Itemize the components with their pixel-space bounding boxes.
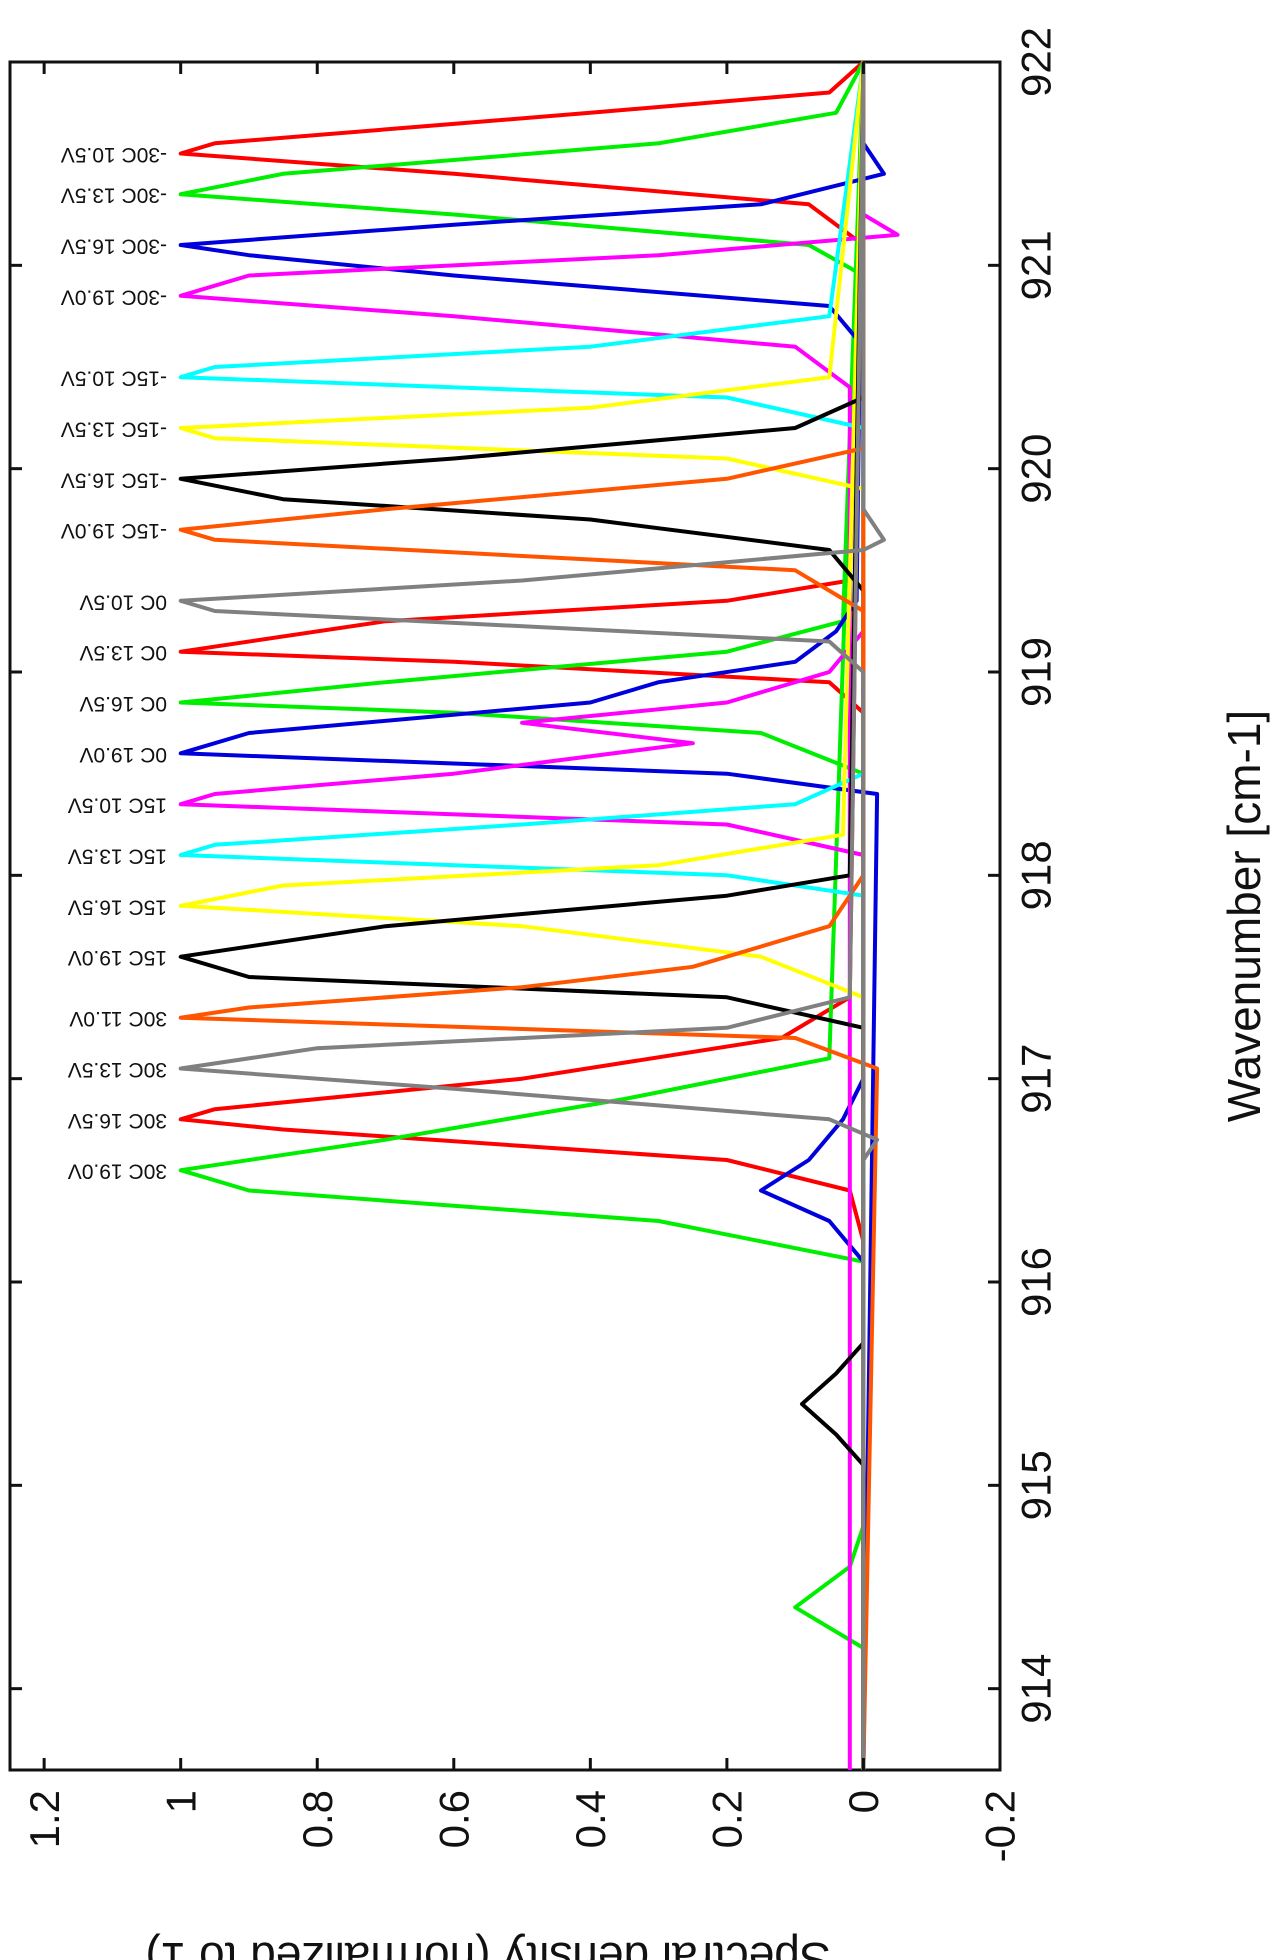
- y-tick-label-6: 1: [157, 1790, 204, 1813]
- x-tick-label-920: 920: [1013, 434, 1060, 504]
- peak-label-12: 0C 10.5V: [79, 590, 167, 613]
- peak-label-7: 15C 13.5V: [68, 844, 167, 867]
- peak-label-6: 15C 16.5V: [68, 895, 167, 918]
- series-line-15-yellow: [178, 61, 866, 1770]
- y-tick-label-2: 0.2: [704, 1790, 751, 1848]
- y-tick-label-3: 0.4: [567, 1790, 614, 1848]
- x-tick-label-917: 917: [1013, 1044, 1060, 1114]
- peak-label-4: 30C 11.0V: [69, 1007, 167, 1030]
- series-line-11-magenta: [178, 62, 900, 1770]
- series-line-10-magenta: [178, 62, 866, 1770]
- peak-label-15: -15C 13.5V: [61, 417, 167, 440]
- x-tick-label-922: 922: [1013, 27, 1060, 97]
- series-line-7-blue: [759, 62, 866, 1770]
- x-tick-label-914: 914: [1013, 1654, 1060, 1724]
- peak-label-16: -15C 10.5V: [61, 367, 167, 390]
- peak-label-layer: 30C 19.0V 30C 16.5V 30C 13.5V 30C 11.0V 15C …: [61, 143, 167, 1183]
- y-axis-title: Spectral density (normalized to 1): [145, 1933, 830, 1960]
- x-tick-label-915: 915: [1013, 1450, 1060, 1520]
- peak-label-2: 30C 16.5V: [68, 1109, 167, 1132]
- x-tick-layer: 914 915 916 917 918 919 920 921 922: [10, 27, 1060, 1724]
- series-line-14-yellow: [178, 61, 866, 1770]
- peak-label-14: -15C 16.5V: [61, 468, 167, 491]
- y-tick-label-0: -0.2: [977, 1790, 1024, 1862]
- series-layer: [178, 60, 900, 1771]
- series-line-8-blue: [178, 61, 880, 1771]
- series-line-6-green: [178, 61, 866, 1770]
- peak-label-19: -30C 13.5V: [61, 184, 167, 207]
- series-line-4-green: [178, 61, 866, 1770]
- peak-label-17: -30C 19.0V: [61, 285, 167, 308]
- peak-label-13: -15C 19.0V: [61, 519, 167, 542]
- x-tick-label-916: 916: [1013, 1247, 1060, 1317]
- peak-label-3: 30C 13.5V: [68, 1058, 167, 1081]
- series-line-19-orange: [178, 62, 866, 1770]
- x-tick-label-918: 918: [1013, 840, 1060, 910]
- y-tick-layer: -0.2 0 0.2 0.4 0.6 0.8 1 1.2: [21, 62, 1024, 1862]
- y-tick-label-1: 0: [840, 1790, 887, 1813]
- series-line-17-black: [178, 62, 866, 1770]
- peak-label-9: 0C 19.0V: [79, 743, 167, 766]
- peak-label-10: 0C 16.5V: [79, 692, 167, 715]
- peak-label-8: 15C 10.5V: [68, 794, 167, 817]
- x-tick-label-919: 919: [1013, 637, 1060, 707]
- series-line-21-gray: [178, 62, 886, 1770]
- series-line-12-cyan: [178, 62, 866, 1770]
- peak-label-5: 15C 19.0V: [68, 946, 167, 969]
- series-line-1-red: [178, 61, 866, 1770]
- plot-frame: [8, 60, 1002, 1772]
- peak-label-11: 0C 13.5V: [79, 641, 167, 664]
- series-line-13-cyan: [178, 61, 866, 1770]
- series-line-16-black: [178, 61, 866, 1770]
- peak-label-18: -30C 16.5V: [61, 234, 167, 257]
- y-tick-label-7: 1.2: [21, 1790, 68, 1848]
- peak-label-1: 30C 19.0V: [68, 1160, 167, 1183]
- series-line-9-blue: [178, 62, 886, 1770]
- series-line-5-green: [178, 61, 866, 1770]
- y-tick-label-4: 0.6: [431, 1790, 478, 1848]
- y-tick-label-5: 0.8: [294, 1790, 341, 1848]
- x-tick-label-921: 921: [1013, 230, 1060, 300]
- series-line-18-orange: [178, 62, 880, 1771]
- series-line-20-gray: [178, 61, 880, 1770]
- x-axis-title: Wavenumber [cm-1]: [1218, 710, 1270, 1122]
- peak-label-20: -30C 10.5V: [61, 143, 167, 166]
